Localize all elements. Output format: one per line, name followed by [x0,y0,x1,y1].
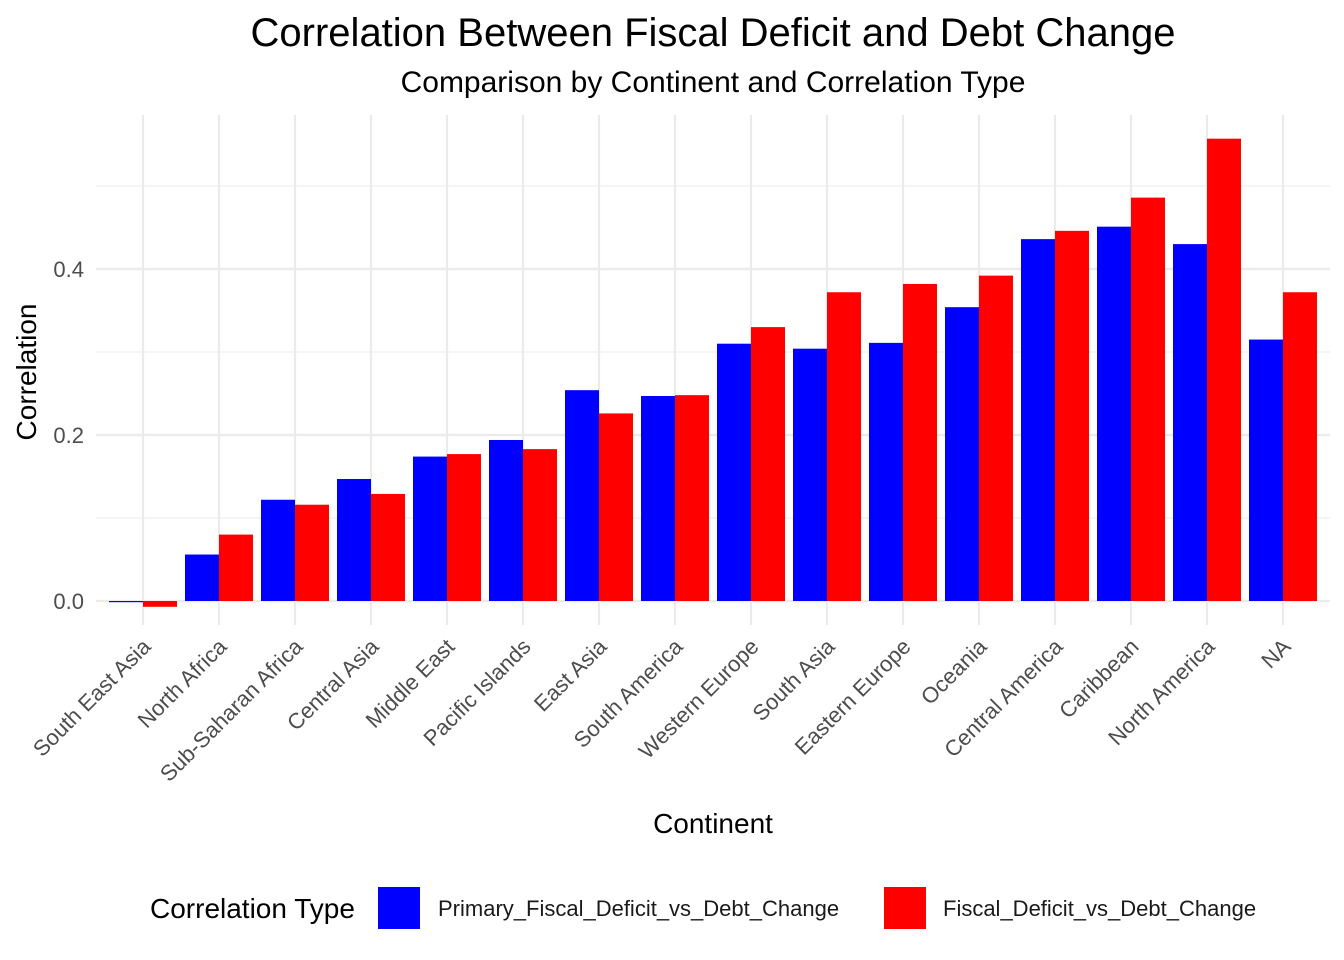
bar-fiscal-western-europe [751,327,785,601]
bar-primary-south-america [641,395,675,601]
bar-fiscal-sub-saharan-africa [295,504,329,601]
bar-primary-pacific-islands [489,439,523,601]
legend-label-primary: Primary_Fiscal_Deficit_vs_Debt_Change [438,896,839,921]
bar-primary-central-america [1021,239,1055,601]
y-tick-label: 0.4 [53,257,84,282]
y-axis-ticks: 0.0 0.2 0.4 [53,257,84,614]
bar-fiscal-oceania [979,275,1013,601]
bar-fiscal-south-east-asia [143,601,177,607]
legend: Correlation Type Primary_Fiscal_Deficit_… [150,887,1256,929]
x-tick-label: NA [1256,634,1296,674]
bar-fiscal-central-america [1055,230,1089,601]
bar-fiscal-north-america [1207,138,1241,601]
bar-primary-middle-east [413,456,447,601]
bar-fiscal-east-asia [599,413,633,601]
bar-primary-western-europe [717,343,751,601]
bar-primary-south-east-asia [109,601,143,603]
legend-swatch-primary [378,887,420,929]
x-tick-label: Sub-Saharan Africa [155,633,308,786]
bar-fiscal-south-america [675,395,709,601]
bar-fiscal-pacific-islands [523,449,557,601]
bar-primary-north-africa [185,554,219,601]
chart-title: Correlation Between Fiscal Deficit and D… [251,11,1176,55]
bar-primary-south-asia [793,348,827,601]
y-tick-label: 0.2 [53,423,84,448]
bar-primary-sub-saharan-africa [261,499,295,601]
bar-fiscal-south-asia [827,292,861,601]
bars-layer [109,138,1317,607]
x-tick-label: Oceania [916,633,992,709]
legend-label-fiscal: Fiscal_Deficit_vs_Debt_Change [943,896,1256,921]
bar-primary-north-america [1173,244,1207,601]
bar-primary-oceania [945,307,979,601]
bar-fiscal-eastern-europe [903,283,937,601]
y-tick-label: 0.0 [53,589,84,614]
bar-fiscal-central-asia [371,493,405,601]
chart-subtitle: Comparison by Continent and Correlation … [401,66,1026,99]
bar-fiscal-caribbean [1131,197,1165,601]
bar-primary-east-asia [565,390,599,601]
bar-primary-na [1249,339,1283,601]
legend-swatch-fiscal [884,887,926,929]
bar-fiscal-north-africa [219,534,253,601]
bar-fiscal-na [1283,292,1317,601]
bar-fiscal-middle-east [447,454,481,601]
bar-primary-central-asia [337,478,371,601]
x-axis-title: Continent [653,808,773,839]
x-tick-label: South East Asia [28,633,156,761]
bar-primary-caribbean [1097,226,1131,602]
y-axis-title: Correlation [11,304,42,441]
bar-primary-eastern-europe [869,342,903,601]
legend-title: Correlation Type [150,893,355,924]
